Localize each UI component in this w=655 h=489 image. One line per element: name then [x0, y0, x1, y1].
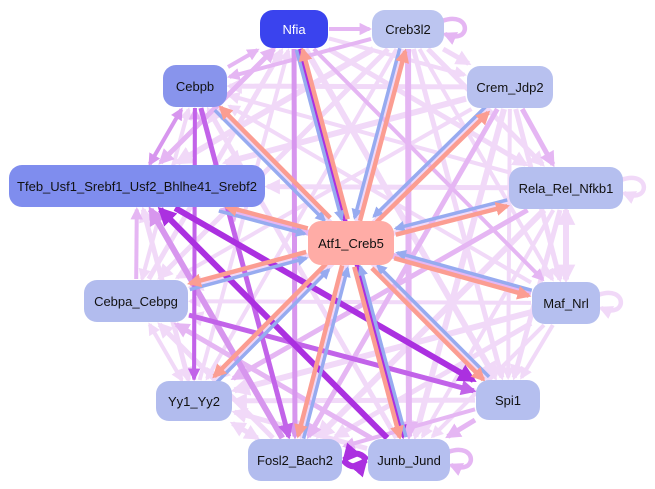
edge-A-CB [218, 105, 332, 220]
node-Fosl2_Bach2[interactable]: Fosl2_Bach2 [248, 439, 342, 481]
edge-CJ-CB [226, 78, 467, 94]
edge-C3-A [351, 47, 402, 220]
edge-SP-A [376, 263, 491, 379]
self-loop-MN [597, 290, 624, 319]
node-Rela_Rel_Nfkb1[interactable]: Rela_Rel_Nfkb1 [509, 167, 623, 209]
edge-RR-TF [264, 178, 509, 195]
node-Spi1[interactable]: Spi1 [476, 380, 540, 420]
edge-SP-FB [342, 407, 476, 450]
edge-RR-YY [230, 207, 529, 381]
node-label: Cebpb [175, 78, 215, 94]
node-label: Yy1_Yy2 [167, 393, 221, 409]
edge-FB-A [301, 266, 351, 440]
node-Nfia[interactable]: Nfia [260, 10, 328, 48]
edge-CB-FB [198, 107, 294, 440]
edge-SP-JJ [445, 417, 477, 439]
node-label: Crem_Jdp2 [476, 79, 544, 95]
edge-TF-CB [148, 107, 184, 167]
node-Tfeb_Usf1_Srebf1_Usf2_Bhlhe41_Srebf2[interactable]: Tfeb_Usf1_Srebf1_Usf2_Bhlhe41_Srebf2 [9, 165, 265, 207]
node-Atf1_Creb5[interactable]: Atf1_Creb5 [308, 221, 394, 265]
edge-MN-CB [227, 104, 533, 285]
edge-A-JJ [352, 266, 404, 440]
node-Crem_Jdp2[interactable]: Crem_Jdp2 [467, 66, 553, 108]
edge-CB-N [227, 48, 260, 69]
edge-A-RR [395, 202, 510, 237]
edge-N-FB [287, 48, 303, 440]
edge-CC-A [189, 255, 309, 292]
edge-YY-A [215, 268, 331, 384]
self-loop-JJ [447, 447, 474, 476]
node-label: Fosl2_Bach2 [257, 452, 333, 468]
node-Cebpa_Cebpg[interactable]: Cebpa_Cebpg [84, 280, 188, 322]
edge-TF-SP [173, 205, 477, 383]
self-loop-RR [620, 175, 647, 204]
edge-C3-CJ [441, 46, 472, 66]
node-label: Maf_Nrl [543, 295, 589, 311]
edge-CJ-FB [306, 107, 500, 440]
edge-A-N [298, 47, 350, 220]
node-label: Creb3l2 [385, 21, 431, 37]
node-Maf_Nrl[interactable]: Maf_Nrl [532, 282, 600, 324]
edge-MN-SP [519, 323, 555, 380]
node-label: Cebpa_Cebpg [94, 293, 178, 309]
node-label: Junb_Jund [377, 452, 441, 468]
edge-C3-YY [205, 48, 399, 381]
edge-CC-TF [130, 207, 143, 280]
node-label: Rela_Rel_Nfkb1 [518, 180, 614, 196]
edge-A-TF [223, 202, 309, 231]
node-Cebpb[interactable]: Cebpb [163, 65, 227, 107]
edge-MN-CC [188, 295, 532, 308]
edge-N-A [294, 49, 345, 222]
node-Creb3l2[interactable]: Creb3l2 [372, 10, 444, 48]
edge-A-C3 [357, 48, 410, 222]
edge-SP-YY [231, 393, 476, 409]
edge-FB-YY [229, 421, 261, 441]
edge-CJ-RR [520, 107, 556, 168]
node-label: Spi1 [494, 392, 522, 408]
edge-CB-A [213, 108, 327, 223]
edge-A-SP [370, 266, 486, 382]
edge-CJ-A [372, 105, 487, 218]
node-Yy1_Yy2[interactable]: Yy1_Yy2 [156, 381, 232, 421]
edge-C3-JJ [399, 48, 419, 441]
edge-MN-A [395, 249, 533, 293]
node-label: Atf1_Creb5 [318, 235, 384, 251]
self-loop-C3 [441, 16, 468, 45]
edge-A-CJ [374, 110, 491, 224]
edge-A-MN [393, 256, 532, 300]
edge-A-YY [212, 262, 328, 379]
node-Junb_Jund[interactable]: Junb_Jund [368, 439, 450, 481]
edge-A-FB [294, 264, 345, 439]
node-label: Tfeb_Usf1_Srebf1_Usf2_Bhlhe41_Srebf2 [17, 178, 257, 194]
edge-JJ-A [357, 264, 408, 438]
edge-JJ-FB [342, 442, 370, 463]
edge-A-CC [187, 249, 307, 288]
node-label: Nfia [282, 21, 306, 37]
edge-N-SP [302, 47, 498, 381]
edge-RR-A [393, 198, 508, 232]
edge-CC-SP [188, 312, 477, 396]
edge-CJ-CC [174, 107, 473, 280]
